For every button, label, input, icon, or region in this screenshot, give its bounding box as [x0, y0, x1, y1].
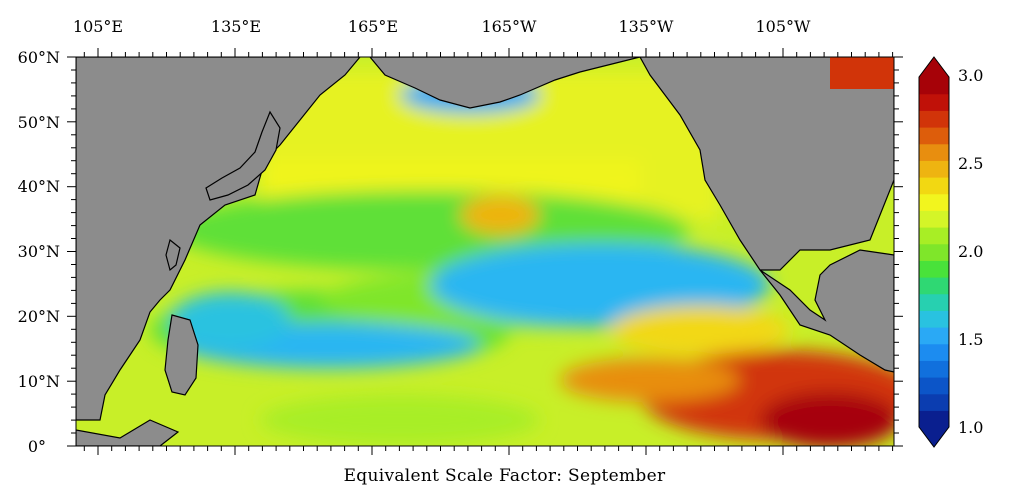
- lon-tick-label-135e: 135°E: [211, 17, 261, 36]
- map-plot-area: [76, 57, 894, 446]
- colorbar-label-3-0: 3.0: [958, 66, 983, 85]
- colorbar-swatch: [919, 93, 949, 111]
- field-equatorial-green: [260, 395, 540, 445]
- colorbar-label-1-0: 1.0: [958, 418, 983, 437]
- field-orange-tongue: [560, 358, 740, 402]
- lat-tick-label-60n: 60°N: [18, 48, 60, 67]
- colorbar-swatch: [919, 243, 949, 261]
- colorbar-swatch: [919, 327, 949, 345]
- colorbar-swatch: [919, 293, 949, 311]
- lon-tick-label-165w: 165°W: [482, 17, 538, 36]
- colorbar-swatch: [919, 193, 949, 211]
- colorbar-swatch: [919, 343, 949, 361]
- lat-tick-label-20n: 20°N: [18, 307, 60, 326]
- land-taiwan: [165, 238, 181, 272]
- lat-tick-label-30n: 30°N: [18, 242, 60, 261]
- land-philippines: [164, 314, 199, 396]
- field-yellow-east: [610, 305, 790, 355]
- colorbar-label-1-5: 1.5: [958, 330, 983, 349]
- colorbar-swatch: [919, 160, 949, 178]
- colorbar-swatch: [919, 177, 949, 195]
- land-asia: [76, 57, 361, 421]
- land-borneo: [76, 419, 180, 446]
- lat-tick-label-40n: 40°N: [18, 177, 60, 196]
- colorbar-label-2-0: 2.0: [958, 242, 983, 261]
- land-masses: [76, 57, 894, 446]
- colorbar: [918, 56, 950, 448]
- colorbar-swatch: [919, 210, 949, 228]
- hudson-bay-field: [830, 57, 894, 89]
- colorbar-swatch: [919, 110, 949, 128]
- lat-tick-label-50n: 50°N: [18, 113, 60, 132]
- lon-tick-label-165e: 165°E: [348, 17, 398, 36]
- land-north-america: [639, 57, 894, 271]
- land-alaska: [369, 57, 641, 109]
- colorbar-swatch: [919, 260, 949, 278]
- lat-tick-label-0: 0°: [28, 437, 46, 456]
- colorbar-max-arrow: [919, 57, 949, 77]
- lon-tick-label-105e: 105°E: [73, 17, 123, 36]
- lat-tick-label-10n: 10°N: [18, 372, 60, 391]
- lon-tick-label-105w: 105°W: [756, 17, 812, 36]
- colorbar-swatch: [919, 227, 949, 245]
- colorbar-swatch: [919, 310, 949, 328]
- colorbar-frame: [918, 56, 950, 448]
- tick-marks: [67, 48, 903, 455]
- colorbar-swatch: [919, 127, 949, 145]
- lon-tick-label-135w: 135°W: [619, 17, 675, 36]
- scale-factor-field: [150, 70, 894, 446]
- colorbar-swatch: [919, 277, 949, 295]
- colorbar-label-2-5: 2.5: [958, 154, 983, 173]
- colorbar-swatch: [919, 410, 949, 428]
- field-blue-philippine: [170, 292, 290, 348]
- colorbar-swatch: [919, 393, 949, 411]
- colorbar-swatch: [919, 360, 949, 378]
- land-japan: [205, 110, 281, 201]
- map-title: Equivalent Scale Factor: September: [343, 466, 666, 486]
- field-dark-red: [760, 392, 894, 446]
- colorbar-swatch: [919, 143, 949, 161]
- colorbar-swatch: [919, 377, 949, 395]
- colorbar-swatch: [919, 77, 949, 95]
- colorbar-min-arrow: [919, 427, 949, 447]
- land-central-america: [759, 249, 894, 373]
- field-orange-patch: [460, 195, 540, 235]
